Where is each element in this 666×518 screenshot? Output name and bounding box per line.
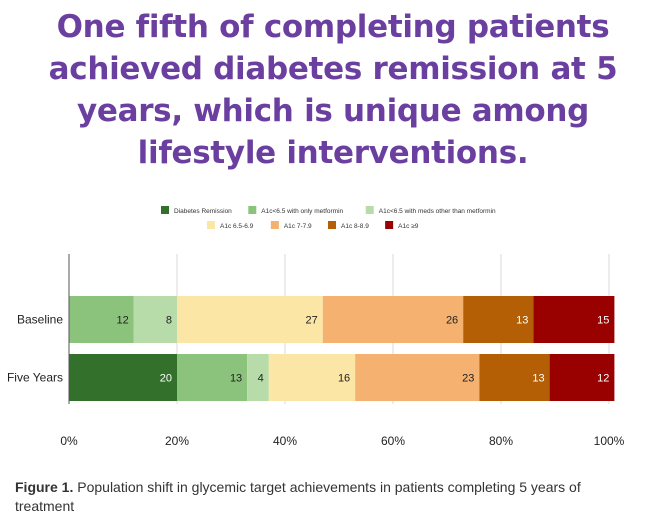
data-label: 13 (532, 373, 544, 385)
legend-label-diabetes-remission: Diabetes Remission (174, 208, 232, 215)
headline-line: years, which is unique among (76, 93, 590, 129)
headline-line: achieved diabetes remission at 5 (48, 51, 618, 87)
legend-label-a1c-6-5-with-only-metformin: A1c<6.5 with only metformin (261, 208, 343, 215)
figure-caption: Figure 1. Population shift in glycemic t… (15, 478, 635, 516)
category-label: Baseline (17, 313, 63, 327)
caption-text: Population shift in glycemic target achi… (15, 479, 581, 514)
data-label: 23 (462, 373, 474, 385)
bar-segment-a1c-6-5-with-meds-other-than-metformin (133, 296, 177, 343)
legend-label-a1c-6-5-6-9: A1c 6.5-6.9 (220, 223, 254, 230)
bar-segment-a1c-6-5-6-9 (177, 296, 323, 343)
headline: One fifth of completing patients achieve… (0, 6, 666, 174)
x-tick-label: 40% (273, 434, 297, 448)
stacked-bar-chart: Diabetes Remission A1c<6.5 with only metf… (7, 206, 625, 448)
bar-segment-a1c-6-5-with-only-metformin (177, 354, 248, 401)
data-label: 27 (306, 315, 318, 327)
headline-line: lifestyle interventions. (137, 135, 529, 171)
data-label: 15 (597, 315, 609, 327)
bar-segment-a1c-8-8-9 (479, 354, 550, 401)
caption-label: Figure 1. (15, 479, 74, 495)
legend-swatch-a1c-6-5-with-only-metformin (248, 206, 257, 214)
bar-segment-a1c-7-7-9 (355, 354, 480, 401)
data-label: 26 (446, 315, 458, 327)
x-tick-label: 80% (489, 434, 513, 448)
legend-swatch-a1c-7-7-9 (270, 221, 279, 229)
x-tick-label: 20% (165, 434, 189, 448)
bar-segment-diabetes-remission (69, 354, 177, 401)
legend-swatch-a1c-6-5-6-9 (207, 221, 215, 229)
bar-segment-a1c-9 (533, 296, 615, 343)
legend-swatch-a1c-8-8-9 (328, 221, 336, 229)
legend-swatch-a1c-6-5-with-meds-other-than-metformin (365, 206, 374, 214)
bar-segment-a1c-6-5-with-only-metformin (69, 296, 134, 343)
data-label: 13 (516, 315, 528, 327)
legend-swatch-diabetes-remission (161, 206, 169, 214)
data-label: 13 (230, 373, 242, 385)
legend-label-a1c-9: A1c ≥9 (398, 223, 419, 230)
data-label: 4 (258, 373, 264, 385)
legend-label-a1c-8-8-9: A1c 8-8.9 (341, 223, 369, 230)
bar-segment-a1c-8-8-9 (463, 296, 534, 343)
data-label: 20 (160, 373, 172, 385)
x-tick-label: 60% (381, 434, 405, 448)
category-label: Five Years (7, 371, 63, 385)
legend-swatch-a1c-9 (385, 221, 394, 229)
bar-segment-a1c-7-7-9 (322, 296, 464, 343)
data-label: 12 (597, 373, 609, 385)
data-label: 16 (338, 373, 350, 385)
x-tick-label: 100% (594, 434, 625, 448)
x-tick-label: 0% (60, 434, 78, 448)
headline-line: One fifth of completing patients (56, 9, 610, 45)
data-label: 8 (166, 315, 172, 327)
legend-label-a1c-7-7-9: A1c 7-7.9 (284, 223, 312, 230)
data-label: 12 (117, 315, 129, 327)
bar-segment-a1c-6-5-with-meds-other-than-metformin (247, 354, 269, 401)
legend-label-a1c-6-5-with-meds-other-than-metformin: A1c<6.5 with meds other than metformin (379, 208, 496, 215)
bar-segment-a1c-6-5-6-9 (268, 354, 356, 401)
bar-segment-a1c-9 (549, 354, 615, 401)
